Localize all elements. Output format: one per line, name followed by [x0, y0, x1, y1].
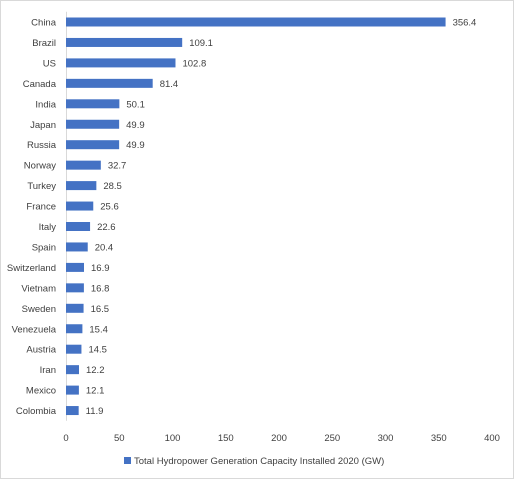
- bar: [66, 17, 446, 27]
- x-tick-label: 150: [218, 433, 234, 444]
- data-label: 12.2: [86, 365, 105, 376]
- bar: [66, 58, 176, 68]
- bar: [66, 242, 88, 252]
- data-label: 32.7: [108, 161, 127, 172]
- data-label: 16.5: [91, 304, 110, 315]
- x-tick-label: 250: [324, 433, 340, 444]
- category-label: India: [35, 99, 56, 110]
- x-tick-label: 50: [114, 433, 125, 444]
- category-label: US: [43, 58, 56, 69]
- category-label: Austria: [26, 345, 56, 356]
- bar: [66, 303, 84, 313]
- data-label: 25.6: [100, 202, 119, 213]
- category-label: Turkey: [27, 181, 56, 192]
- category-label: Colombia: [16, 406, 57, 417]
- bar: [66, 37, 183, 47]
- bar: [66, 344, 82, 354]
- category-label: Canada: [23, 79, 57, 90]
- bar: [66, 324, 83, 334]
- data-label: 15.4: [89, 324, 108, 335]
- bar: [66, 262, 84, 272]
- legend-label: Total Hydropower Generation Capacity Ins…: [134, 456, 384, 467]
- category-label: Vietnam: [21, 283, 56, 294]
- bars-group: [66, 17, 446, 416]
- bar: [66, 140, 120, 150]
- category-label: Iran: [40, 365, 56, 376]
- x-tick-label: 400: [484, 433, 500, 444]
- x-tick-label: 100: [165, 433, 181, 444]
- x-tick-labels: 0 50 100 150 200 250 300 350 400: [63, 433, 500, 444]
- bar: [66, 406, 79, 416]
- bar: [66, 119, 120, 129]
- data-label: 102.8: [182, 58, 206, 69]
- category-labels: China Brazil US Canada India Japan Russia Norwa…: [7, 18, 57, 418]
- legend-swatch: [124, 457, 131, 464]
- category-label: France: [26, 202, 56, 213]
- data-label: 11.9: [86, 406, 104, 417]
- data-label: 28.5: [103, 181, 122, 192]
- x-tick-label: 300: [378, 433, 394, 444]
- category-label: Mexico: [26, 386, 56, 397]
- data-label: 22.6: [97, 222, 116, 233]
- category-label: Russia: [27, 140, 57, 151]
- x-tick-label: 350: [431, 433, 447, 444]
- category-label: Venezuela: [12, 324, 57, 335]
- data-label: 49.9: [126, 120, 145, 131]
- category-label: Japan: [30, 120, 56, 131]
- bar: [66, 201, 94, 211]
- data-label: 109.1: [189, 38, 213, 49]
- data-label: 12.1: [86, 386, 105, 397]
- bar: [66, 365, 79, 375]
- data-label: 20.4: [95, 242, 114, 253]
- bar: [66, 385, 79, 395]
- data-label: 50.1: [126, 99, 145, 110]
- bar: [66, 99, 120, 109]
- category-label: China: [31, 18, 57, 29]
- x-tick-label: 200: [271, 433, 287, 444]
- legend: Total Hydropower Generation Capacity Ins…: [124, 456, 384, 467]
- category-label: Sweden: [22, 304, 56, 315]
- data-label: 16.9: [91, 263, 110, 274]
- bar: [66, 78, 153, 88]
- x-tick-label: 0: [63, 433, 68, 444]
- data-label: 356.4: [453, 18, 477, 29]
- category-label: Switzerland: [7, 263, 56, 274]
- category-label: Italy: [39, 222, 57, 233]
- data-label: 14.5: [88, 345, 107, 356]
- data-label: 16.8: [91, 283, 110, 294]
- data-label: 49.9: [126, 140, 145, 151]
- data-labels: 356.4 109.1 102.881.4 50.1 49.9 49.9 32.7 28.5 2…: [86, 18, 477, 418]
- category-label: Brazil: [32, 38, 56, 49]
- category-label: Norway: [24, 161, 56, 172]
- bar: [66, 160, 101, 170]
- category-label: Spain: [32, 242, 56, 253]
- bar: [66, 283, 84, 293]
- bar: [66, 222, 91, 231]
- data-label: 81.4: [160, 79, 179, 90]
- bar: [66, 181, 97, 191]
